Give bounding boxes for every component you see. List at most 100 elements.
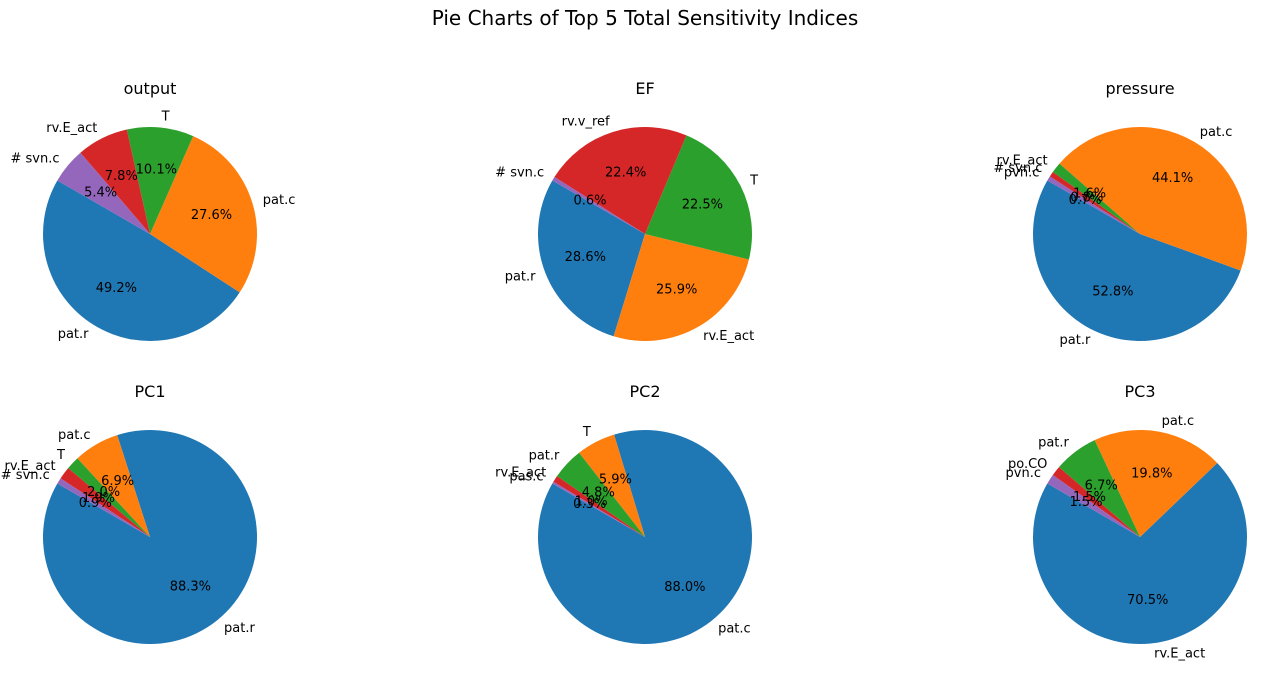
- slice-label: pas.c: [509, 470, 543, 485]
- slice-percent: 6.7%: [1085, 478, 1118, 493]
- pie-title: PC2: [630, 382, 661, 401]
- slice-percent: 22.4%: [605, 165, 646, 180]
- slice-label: T: [582, 425, 591, 440]
- pie-slice: [126, 127, 194, 234]
- slice-percent: 49.2%: [96, 281, 137, 296]
- slice-label: pat.c: [1162, 414, 1195, 429]
- pie-slice: [1033, 462, 1248, 645]
- slice-percent: 7.8%: [105, 169, 138, 184]
- slice-label: # svn.c: [993, 161, 1042, 176]
- slice-percent: 0.8%: [1070, 191, 1103, 206]
- pie-slice: [1094, 429, 1218, 537]
- slice-percent: 44.1%: [1152, 171, 1193, 186]
- pie-slice: [43, 180, 240, 341]
- slice-label: pat.r: [529, 449, 560, 464]
- pie-title: PC3: [1125, 382, 1156, 401]
- slice-percent: 5.9%: [599, 473, 632, 488]
- slice-label: pvn.c: [1004, 165, 1039, 180]
- pie-chart: output pat.r 49.2% pat.c 27.6% T 10.1% rv.E_act…: [10, 79, 295, 342]
- slice-label: # svn.c: [495, 166, 544, 181]
- slice-label: T: [749, 174, 758, 189]
- slice-label: rv.v_ref: [562, 114, 610, 129]
- pie-slice: [552, 481, 645, 537]
- slice-label: rv.E_act: [5, 459, 56, 474]
- pie-chart: PC2 pat.c 88.0% T 5.9% pat.r 4.8% rv.E_act 1.0% p…: [495, 382, 753, 645]
- pie-slice: [538, 180, 645, 337]
- pie-chart: PC1 pat.r 88.3% pat.c 6.9% T 2.0% rv.E_act 1.9% #…: [1, 382, 258, 645]
- pie-title: pressure: [1105, 79, 1174, 98]
- pie-chart: EF pat.r 28.6% rv.E_act 25.9% T 22.5% rv.v_ref 2…: [495, 79, 758, 344]
- figure-title: Pie Charts of Top 5 Total Sensitivity In…: [432, 6, 859, 30]
- pie-slice: [57, 152, 151, 234]
- pie-slice: [43, 430, 258, 645]
- pie-title: PC1: [135, 382, 166, 401]
- slice-percent: 88.0%: [664, 580, 705, 595]
- pie-slice: [557, 452, 645, 537]
- pie-slice: [613, 234, 749, 341]
- pie-slice: [1059, 440, 1140, 537]
- slice-percent: 10.1%: [136, 163, 177, 178]
- slice-percent: 88.3%: [170, 579, 211, 594]
- pie-slice: [1052, 467, 1140, 537]
- pie-slice: [552, 177, 645, 234]
- pie-slice: [553, 476, 645, 537]
- pie-slice: [1049, 172, 1140, 234]
- slice-percent: 4.8%: [582, 486, 615, 501]
- slice-percent: 52.8%: [1092, 285, 1133, 300]
- pie-slice: [77, 435, 150, 537]
- pie-title: EF: [635, 79, 654, 98]
- slice-percent: 1.5%: [1069, 495, 1102, 510]
- slice-percent: 28.6%: [565, 250, 606, 265]
- slice-percent: 1.0%: [575, 495, 608, 510]
- slice-label: rv.E_act: [997, 154, 1048, 169]
- slice-label: pat.c: [263, 193, 296, 208]
- slice-label: # svn.c: [1, 468, 50, 483]
- slice-label: pvn.c: [1006, 466, 1041, 481]
- slice-percent: 0.9%: [79, 496, 112, 511]
- slice-percent: 0.7%: [1069, 193, 1102, 208]
- pie-slice: [645, 135, 752, 260]
- slice-label: T: [161, 109, 170, 124]
- slice-label: pat.r: [1038, 436, 1069, 451]
- pie-slice: [538, 430, 753, 645]
- pie-slice: [80, 129, 150, 234]
- pie-slice: [1047, 176, 1140, 234]
- slice-percent: 5.4%: [84, 186, 117, 201]
- slice-label: po.CO: [1008, 457, 1047, 472]
- pie-title: output: [124, 79, 177, 98]
- slice-label: pat.c: [718, 622, 751, 637]
- slice-label: T: [56, 448, 65, 463]
- slice-percent: 19.8%: [1131, 466, 1172, 481]
- slice-label: pat.c: [58, 428, 91, 443]
- slice-percent: 1.9%: [82, 491, 115, 506]
- slice-label: rv.E_act: [46, 121, 97, 136]
- pie-chart: pressure pat.r 52.8% pat.c 44.1% rv.E_act 1.6%…: [993, 79, 1248, 348]
- slice-percent: 6.9%: [101, 474, 134, 489]
- slice-label: # svn.c: [10, 151, 59, 166]
- pie-slice: [150, 136, 257, 293]
- pie-slice: [57, 478, 151, 537]
- slice-label: rv.E_act: [495, 466, 546, 481]
- slice-label: rv.E_act: [1154, 646, 1205, 661]
- slice-percent: 0.3%: [573, 497, 606, 512]
- pie-slice: [1047, 475, 1140, 537]
- slice-label: rv.E_act: [703, 329, 754, 344]
- slice-percent: 22.5%: [682, 198, 723, 213]
- slice-label: pat.r: [224, 621, 255, 636]
- slice-label: pat.c: [1200, 125, 1233, 140]
- slice-percent: 1.5%: [1073, 490, 1106, 505]
- slice-label: pat.r: [58, 327, 89, 342]
- pie-slice: [1059, 126, 1248, 271]
- pie-slice: [68, 458, 150, 537]
- pie-slice: [1033, 180, 1241, 342]
- slice-percent: 25.9%: [656, 282, 697, 297]
- pie-slice: [554, 127, 687, 234]
- pie-slice: [60, 468, 151, 537]
- slice-percent: 0.6%: [573, 193, 606, 208]
- slice-percent: 2.0%: [87, 485, 120, 500]
- slice-percent: 70.5%: [1127, 593, 1168, 608]
- slice-percent: 1.6%: [1073, 187, 1106, 202]
- pie-slice: [579, 434, 645, 537]
- slice-label: pat.r: [1060, 333, 1091, 348]
